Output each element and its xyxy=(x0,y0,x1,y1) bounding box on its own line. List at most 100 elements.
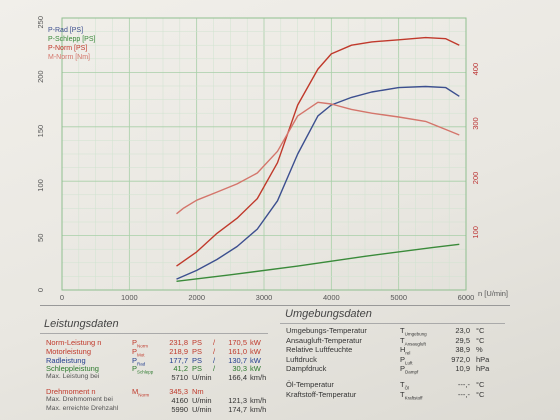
leistung-label: Motorleistung xyxy=(46,346,92,356)
series-line-p-schlepp xyxy=(176,243,460,282)
leistung-unit-2: kW xyxy=(250,338,261,347)
leistung-value-1: 5710 xyxy=(171,373,188,383)
leistung-value-1: 218,9 xyxy=(169,346,188,356)
x-tick-label: 4000 xyxy=(323,293,340,302)
x-tick-label: 6000 xyxy=(458,293,475,302)
leistung-value-2: 174,7 xyxy=(228,404,247,414)
umgebung-symbol: Hrel xyxy=(400,345,411,356)
chart-legend: P-Rad [PS] P-Schlepp [PS] P-Norm [PS] M-Nor… xyxy=(48,27,96,61)
leistung-unit-1: U/min xyxy=(192,404,212,414)
legend-entry: P-Schlepp [PS] xyxy=(48,36,96,43)
umgebung-unit: °C xyxy=(476,326,485,335)
y-left-tick-label: 0 xyxy=(36,288,45,292)
umgebungsdaten-rule xyxy=(280,323,505,324)
umgebung-label: Dampfdruck xyxy=(286,364,327,374)
umgebung-label: Luftdruck xyxy=(286,354,317,364)
axis-ticks: 0 1000 2000 3000 4000 5000 6000 0 50 100 150 200 250… xyxy=(36,16,480,302)
umgebung-value: 972,0 xyxy=(451,354,470,364)
leistung-slash: / xyxy=(213,338,216,347)
x-tick-label: 3000 xyxy=(256,293,273,302)
y-right-tick-label: 200 xyxy=(471,172,480,185)
leistung-value-1: 177,7 xyxy=(169,355,188,365)
legend-entry: P-Norm [PS] xyxy=(48,45,87,52)
leistung-unit-2: kW xyxy=(250,346,261,356)
umgebung-value: 23,0 xyxy=(455,326,470,335)
leistung-label: Drehmoment n xyxy=(46,387,96,396)
leistung-symbol-sub: Mot xyxy=(137,352,145,358)
leistung-symbol-sub: Rad xyxy=(137,361,146,367)
leistung-unit-1: PS xyxy=(192,355,203,365)
y-left-tick-label: 250 xyxy=(36,16,45,29)
y-left-tick-label: 50 xyxy=(36,234,45,242)
plot-frame xyxy=(61,17,467,291)
umgebung-symbol-sub: Umgebung xyxy=(404,331,427,337)
umgebung-symbol: TKraftstoff xyxy=(400,389,423,401)
y-right-tick-label: 400 xyxy=(471,63,480,76)
umgebungsdaten-title: Umgebungsdaten xyxy=(285,308,372,320)
leistung-value-1: 231,8 xyxy=(169,338,188,347)
umgebung-value: 29,5 xyxy=(455,335,470,345)
umgebung-symbol: TUmgebung xyxy=(400,326,427,337)
y-right-tick-label: 100 xyxy=(471,226,480,239)
umgebung-label: Umgebungs-Temperatur xyxy=(286,326,367,335)
umgebung-unit: % xyxy=(476,345,483,355)
umgebung-unit: °C xyxy=(476,389,485,399)
leistung-value-2: 166,4 xyxy=(228,373,247,383)
leistung-symbol-sub: Norm xyxy=(138,392,150,398)
umgebung-symbol-sub: rel xyxy=(405,350,411,356)
umgebung-unit: °C xyxy=(476,335,485,345)
leistung-label: Max. Drehmoment bei xyxy=(46,395,113,403)
leistung-label: Max. Leistung bei xyxy=(46,373,100,381)
umgebung-symbol: TÖl xyxy=(400,380,410,391)
leistung-slash: / xyxy=(213,355,216,365)
leistung-label: Schleppleistung xyxy=(46,364,99,374)
y-left-tick-label: 100 xyxy=(36,179,45,192)
series-line-m-norm xyxy=(176,101,460,215)
leistung-symbol-sub: Norm xyxy=(137,343,149,349)
leistung-slash: / xyxy=(213,364,216,374)
umgebung-symbol-sub: Luft xyxy=(405,360,413,366)
leistungsdaten-title: Leistungsdaten xyxy=(44,318,119,330)
y-left-tick-label: 200 xyxy=(36,70,45,83)
leistung-unit-2: km/h xyxy=(250,395,267,405)
leistung-unit-2: kW xyxy=(250,355,261,365)
leistung-slash: / xyxy=(213,346,216,356)
leistung-unit-1: PS xyxy=(192,364,203,374)
leistung-value-1: 41,2 xyxy=(173,364,188,374)
y-left-tick-label: 150 xyxy=(36,125,45,138)
leistung-value-1: 4160 xyxy=(171,395,188,405)
umgebung-symbol-sub: Kraftstoff xyxy=(404,395,423,401)
power-torque-chart: 0 1000 2000 3000 4000 5000 6000 0 50 100 150 200 250… xyxy=(36,16,508,302)
umgebung-unit: hPa xyxy=(476,364,490,374)
leistung-value-2: 121,3 xyxy=(228,395,247,405)
umgebung-symbol-sub: Öl xyxy=(404,385,410,391)
umgebung-label: Kraftstoff-Temperatur xyxy=(286,389,357,399)
leistung-value-2: 130,7 xyxy=(228,355,247,365)
leistung-value-1: 345,3 xyxy=(169,387,188,396)
leistung-unit-2: kW xyxy=(250,364,261,374)
leistung-unit-1: U/min xyxy=(192,395,212,405)
leistung-symbol: PMot xyxy=(132,346,145,358)
x-axis-label: n [U/min] xyxy=(478,289,508,298)
leistung-value-2: 170,5 xyxy=(228,338,247,347)
umgebung-unit: hPa xyxy=(476,354,490,364)
y-right-tick-label: 300 xyxy=(471,117,480,130)
leistung-unit-1: U/min xyxy=(192,373,212,383)
umgebung-value: ---,- xyxy=(457,380,470,389)
leistung-symbol-sub: Schlepp xyxy=(137,369,154,375)
chart-grid xyxy=(61,17,467,291)
leistung-symbol: MNorm xyxy=(132,387,150,398)
x-tick-label: 2000 xyxy=(188,293,205,302)
leistung-unit-1: PS xyxy=(192,338,203,347)
chart-series xyxy=(176,36,460,282)
leistung-value-2: 161,0 xyxy=(228,346,247,356)
leistung-value-2: 30,3 xyxy=(232,364,247,374)
x-tick-label: 0 xyxy=(60,293,64,302)
x-tick-label: 1000 xyxy=(121,293,138,302)
legend-entry: M-Norm [Nm] xyxy=(48,54,90,61)
divider-line xyxy=(40,305,510,306)
umgebung-value: 10,9 xyxy=(455,364,470,374)
leistungsdaten-rule xyxy=(40,333,268,334)
umgebung-symbol: PLuft xyxy=(400,354,413,366)
